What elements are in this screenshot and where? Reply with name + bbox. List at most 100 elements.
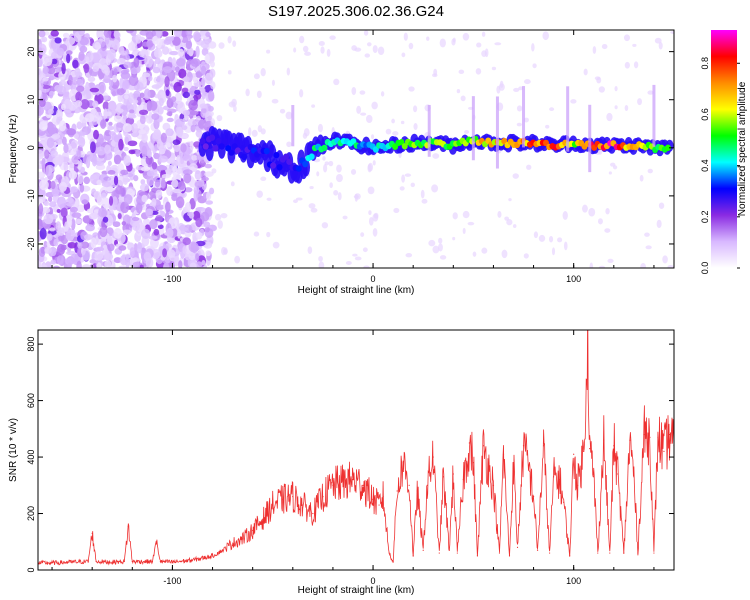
snr-point xyxy=(559,479,561,481)
noise-blob xyxy=(475,68,482,75)
ridge-core xyxy=(218,143,225,150)
noise-blob xyxy=(182,237,191,246)
noise-blob xyxy=(656,219,662,229)
noise-blob xyxy=(75,91,83,102)
colorbar-label: Normalized spectral amplitude xyxy=(737,81,748,216)
noise-blob xyxy=(326,48,331,57)
noise-blob xyxy=(188,163,198,173)
noise-blob xyxy=(165,201,171,213)
colorbar-tick-label: 0.6 xyxy=(700,108,710,121)
snr-point xyxy=(512,462,515,464)
noise-blob xyxy=(72,59,79,69)
streak xyxy=(291,105,295,147)
ridge-core xyxy=(215,137,222,145)
noise-blob xyxy=(174,66,180,73)
noise-blob xyxy=(38,88,42,99)
noise-blob xyxy=(260,68,266,77)
noise-blob xyxy=(318,261,325,268)
noise-blob xyxy=(38,68,41,76)
noise-blob xyxy=(87,76,96,82)
noise-blob xyxy=(285,111,293,120)
noise-blob xyxy=(172,165,178,177)
noise-blob xyxy=(260,176,267,181)
snr-point xyxy=(589,447,591,450)
noise-blob xyxy=(401,52,406,58)
snr-point xyxy=(653,552,655,554)
noise-blob xyxy=(56,208,61,214)
ridge-core xyxy=(202,143,209,150)
noise-blob xyxy=(201,77,206,87)
noise-blob xyxy=(420,189,425,199)
noise-blob xyxy=(71,212,82,218)
y-tick-label: 200 xyxy=(26,506,36,521)
noise-blob xyxy=(182,169,193,176)
noise-blob xyxy=(472,251,477,257)
snr-point xyxy=(111,561,113,563)
noise-blob xyxy=(123,146,129,152)
noise-blob xyxy=(38,149,45,160)
noise-blob xyxy=(120,50,128,56)
noise-blob xyxy=(173,30,182,38)
noise-blob xyxy=(548,235,554,243)
noise-blob xyxy=(452,236,456,241)
noise-blob xyxy=(111,196,118,208)
noise-blob xyxy=(76,149,82,160)
streak xyxy=(522,86,526,148)
noise-blob xyxy=(66,128,77,136)
snr-point xyxy=(432,456,434,458)
noise-blob xyxy=(158,97,164,107)
noise-blob xyxy=(158,155,169,163)
noise-blob xyxy=(197,119,206,130)
noise-blob xyxy=(256,190,263,198)
noise-blob xyxy=(67,262,72,268)
noise-blob xyxy=(545,124,550,129)
noise-blob xyxy=(74,67,81,77)
noise-blob xyxy=(67,241,77,249)
noise-blob xyxy=(138,51,145,58)
noise-blob xyxy=(107,48,117,61)
noise-blob xyxy=(233,105,237,112)
noise-blob xyxy=(120,201,130,214)
noise-blob xyxy=(190,242,199,254)
noise-blob xyxy=(66,53,71,64)
noise-blob xyxy=(208,41,217,49)
noise-blob xyxy=(320,46,325,54)
noise-blob xyxy=(370,134,375,140)
noise-blob xyxy=(90,237,97,249)
noise-blob xyxy=(166,185,173,196)
noise-blob xyxy=(80,166,86,174)
noise-blob xyxy=(562,211,568,220)
noise-blob xyxy=(670,30,674,34)
noise-blob xyxy=(108,121,113,126)
noise-blob xyxy=(183,173,192,184)
noise-blob xyxy=(321,222,329,229)
noise-blob xyxy=(41,264,48,268)
snr-line xyxy=(38,330,674,566)
noise-blob xyxy=(316,171,320,177)
noise-blob xyxy=(164,76,170,88)
colorbar-strip xyxy=(711,30,737,268)
noise-blob xyxy=(85,156,91,169)
noise-blob xyxy=(107,125,114,131)
noise-blob xyxy=(87,124,92,134)
snr-point xyxy=(211,555,214,557)
ridge-core xyxy=(286,158,293,165)
colorbar: 0.0 0.2 0.4 0.6 0.8 Normalized spectral ampl… xyxy=(700,30,748,274)
noise-blob xyxy=(172,36,181,46)
noise-blob xyxy=(96,262,102,268)
noise-blob xyxy=(49,201,57,208)
noise-blob xyxy=(209,187,215,195)
snr-point xyxy=(51,562,53,564)
noise-blob xyxy=(598,86,605,93)
noise-blob xyxy=(92,65,99,72)
noise-blob xyxy=(464,129,470,134)
noise-blob xyxy=(153,152,161,160)
snr-point xyxy=(643,433,645,436)
noise-blob xyxy=(55,221,62,231)
noise-blob xyxy=(614,105,618,110)
noise-blob xyxy=(506,219,513,226)
snr-point xyxy=(242,538,244,540)
noise-blob xyxy=(70,141,77,149)
snr-ylabel: SNR (10 * v/v) xyxy=(8,418,19,482)
noise-blob xyxy=(148,111,153,123)
